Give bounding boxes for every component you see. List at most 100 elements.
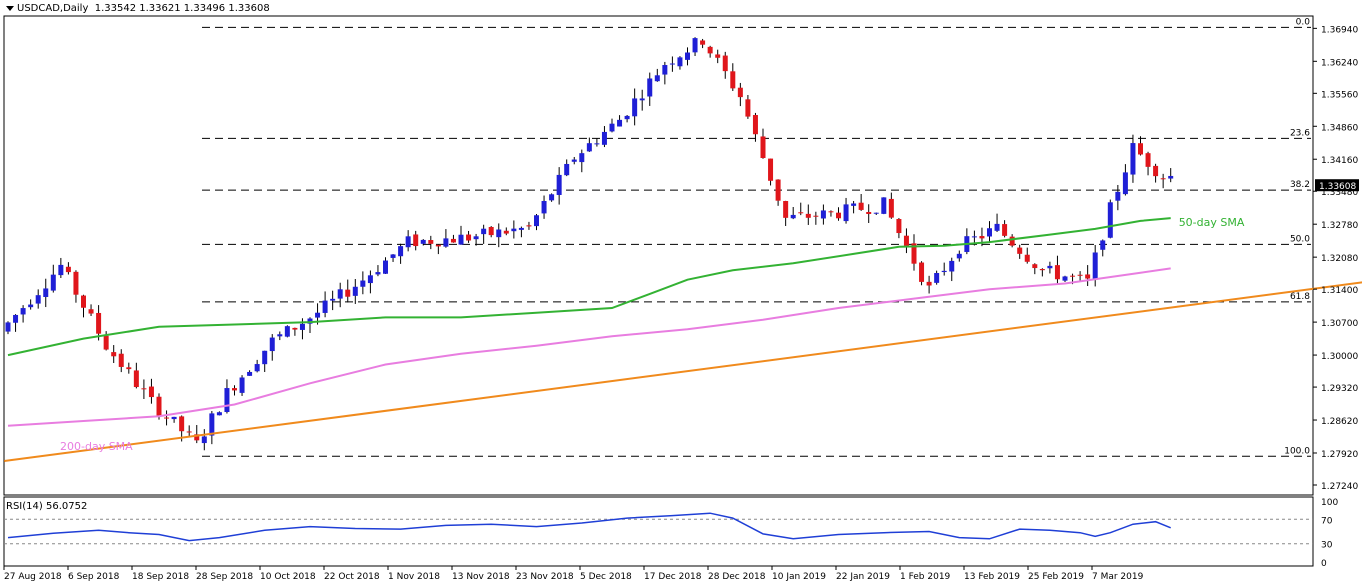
candle-up xyxy=(330,298,336,301)
ohlc-values: 1.33542 1.33621 1.33496 1.33608 xyxy=(94,3,270,14)
candle-up xyxy=(284,326,290,337)
candle-down xyxy=(1138,143,1143,155)
price-axis: 1.36940 1.36240 1.35560 1.34860 1.34160 1.334… xyxy=(1313,25,1359,492)
candle-up xyxy=(375,272,381,275)
date-tick-label: 25 Feb 2019 xyxy=(1028,572,1084,582)
date-tick-label: 13 Nov 2018 xyxy=(452,572,510,582)
candle-up xyxy=(20,308,26,315)
fibonacci-label: 50.0 xyxy=(1290,234,1310,244)
candle-up xyxy=(654,75,660,82)
chart-header: USDCAD,Daily 1.33542 1.33621 1.33496 1.3… xyxy=(6,3,270,14)
candle-down xyxy=(186,431,192,433)
candle-down xyxy=(858,202,864,210)
candle-up xyxy=(299,323,305,330)
candle-down xyxy=(1077,274,1083,276)
candle-up xyxy=(352,286,358,296)
rsi-label: RSI(14) xyxy=(6,501,43,512)
candle-down xyxy=(526,225,532,227)
candle-up xyxy=(405,236,411,248)
rsi-tick-label: 30 xyxy=(1321,541,1333,551)
date-tick-label: 6 Sep 2018 xyxy=(68,572,120,582)
candle-down xyxy=(179,416,185,432)
candle-down xyxy=(466,234,472,241)
fibonacci-levels: 0.0 23.6 38.2 50.0 61.8 100.0 xyxy=(202,17,1311,457)
candle-down xyxy=(164,417,170,419)
symbol-label: USDCAD,Daily xyxy=(17,3,89,14)
candle-up xyxy=(564,163,570,176)
candle-up xyxy=(43,288,49,297)
candle-up xyxy=(685,52,690,60)
candle-up xyxy=(367,275,373,284)
price-tick-label: 1.34860 xyxy=(1321,123,1358,133)
candle-down xyxy=(141,388,147,390)
candle-down xyxy=(1054,265,1060,280)
candle-up xyxy=(624,115,630,120)
rsi-panel-border xyxy=(3,496,1314,567)
candle-up xyxy=(669,63,675,65)
candle-up xyxy=(1062,276,1068,281)
candle-up xyxy=(1168,175,1174,179)
date-tick-label: 7 Mar 2019 xyxy=(1092,572,1144,582)
candle-up xyxy=(443,238,449,247)
dropdown-arrow-icon[interactable] xyxy=(6,5,14,11)
candle-down xyxy=(783,201,789,218)
candle-down xyxy=(722,55,728,72)
candle-up xyxy=(383,260,388,274)
fibonacci-label: 23.6 xyxy=(1290,128,1310,138)
candle-down xyxy=(65,266,71,273)
candle-up xyxy=(586,143,592,152)
price-tick-label: 1.27920 xyxy=(1321,450,1358,460)
candle-up xyxy=(632,98,638,117)
candle-down xyxy=(1039,269,1045,271)
candle-up xyxy=(556,174,562,195)
date-tick-label: 27 Aug 2018 xyxy=(4,572,62,582)
candle-up xyxy=(35,295,41,304)
date-tick-label: 5 Dec 2018 xyxy=(580,572,632,582)
candle-up xyxy=(28,304,34,308)
candle-up xyxy=(315,312,321,318)
price-tick-label: 1.31400 xyxy=(1321,286,1358,296)
sma200-line xyxy=(7,267,1171,427)
candle-down xyxy=(111,352,117,357)
candle-up xyxy=(518,227,524,230)
candle-down xyxy=(81,295,86,308)
candle-down xyxy=(73,271,79,295)
candle-down xyxy=(156,396,162,416)
candle-down xyxy=(345,289,351,297)
candle-down xyxy=(911,243,917,264)
candle-up xyxy=(216,412,222,416)
price-tick-label: 1.36940 xyxy=(1321,25,1358,35)
price-tick-label: 1.30700 xyxy=(1321,319,1358,329)
sma50-line xyxy=(7,217,1171,357)
price-tick-label: 1.29320 xyxy=(1321,384,1358,394)
rsi-tick-label: 0 xyxy=(1321,559,1327,569)
fibonacci-label: 61.8 xyxy=(1290,292,1310,302)
candle-down xyxy=(707,46,713,54)
price-tick-label: 1.32080 xyxy=(1321,254,1358,264)
price-tick-label: 1.34160 xyxy=(1321,156,1358,166)
candle-up xyxy=(956,253,962,259)
candle-down xyxy=(730,71,736,89)
candle-up xyxy=(209,413,215,436)
candle-down xyxy=(866,211,872,214)
candle-up xyxy=(881,197,887,214)
date-tick-label: 23 Nov 2018 xyxy=(516,572,574,582)
price-tick-label: 1.30000 xyxy=(1321,352,1358,362)
candles xyxy=(5,37,1174,451)
candle-up xyxy=(949,260,955,272)
candle-down xyxy=(435,244,441,247)
candle-up xyxy=(171,416,177,420)
candle-down xyxy=(1085,274,1091,279)
candle-up xyxy=(254,364,260,372)
chart-frame xyxy=(3,15,1314,567)
candle-down xyxy=(737,87,743,98)
date-tick-label: 10 Jan 2019 xyxy=(772,572,826,582)
candle-up xyxy=(594,143,600,145)
rsi-header: RSI(14) 56.0752 xyxy=(6,501,87,512)
candle-up xyxy=(692,38,698,53)
candle-down xyxy=(715,54,721,58)
candle-up xyxy=(1047,265,1053,269)
candle-down xyxy=(745,99,751,117)
candle-down xyxy=(888,198,894,218)
